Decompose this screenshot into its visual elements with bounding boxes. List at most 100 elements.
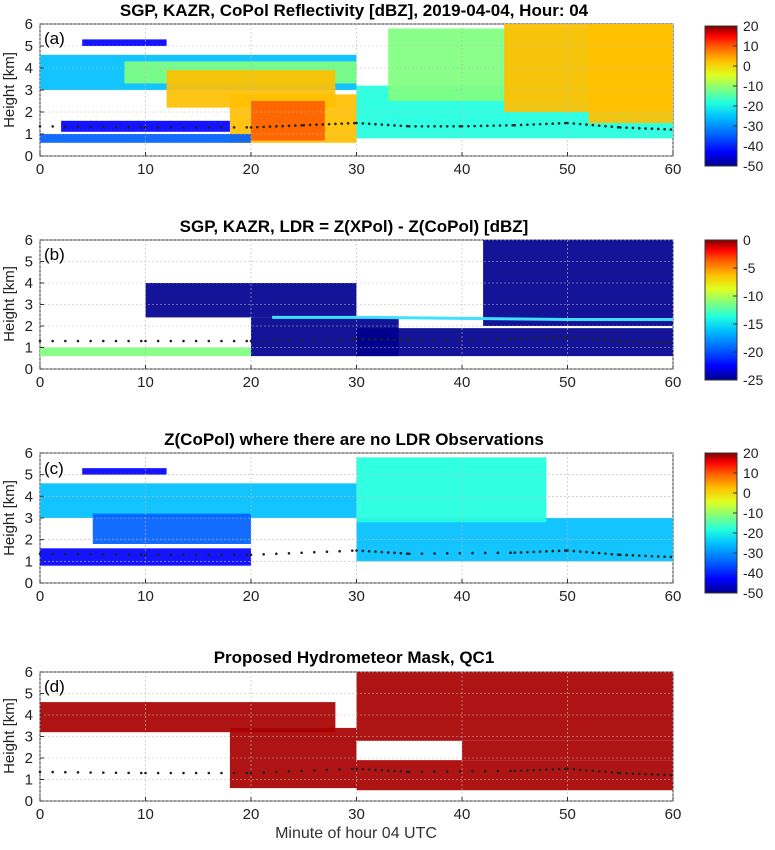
y-tick-label: 6: [25, 445, 33, 462]
ceilometer-dot: [139, 126, 143, 129]
panel-a-ceilometer-dots: [38, 121, 673, 131]
panel-c-label: (c): [44, 459, 64, 478]
melting-layer-line: [272, 315, 673, 322]
y-tick-label: 5: [25, 686, 33, 703]
heatmap-region-4: [251, 101, 325, 141]
ceilometer-dot: [275, 770, 278, 774]
ceilometer-dot: [526, 337, 529, 340]
ceilometer-dot: [102, 553, 105, 556]
ceilometer-dot: [618, 126, 622, 129]
ceilometer-dot: [496, 337, 500, 341]
ceilometer-dot: [407, 552, 411, 556]
colorbar-tick-label: -10: [743, 78, 763, 94]
ceilometer-dot: [51, 770, 54, 774]
heatmap-region-0: [40, 702, 336, 733]
ceilometer-dot: [361, 337, 365, 341]
ceilometer-dot: [144, 126, 147, 129]
ceilometer-dot: [526, 550, 529, 554]
ceilometer-dot: [604, 124, 607, 128]
heatmap-region-5: [82, 468, 167, 475]
ceilometer-dot: [650, 341, 654, 344]
ceilometer-dot: [207, 553, 211, 557]
ceilometer-dot: [564, 767, 567, 771]
y-tick-label: 1: [25, 126, 33, 143]
ceilometer-dot: [656, 773, 660, 776]
ceilometer-dot: [294, 124, 297, 127]
ceilometer-dot: [64, 339, 67, 343]
y-tick-label: 5: [25, 254, 33, 271]
ceilometer-dot: [566, 767, 569, 771]
panel-d-label: (d): [44, 677, 65, 696]
ceilometer-dot: [313, 338, 316, 342]
panel-a-ylabel: Height [km]: [1, 52, 18, 128]
ceilometer-dot: [380, 338, 384, 341]
ceilometer-dot: [139, 553, 143, 557]
ceilometer-dot: [458, 338, 462, 341]
ceilometer-dot: [591, 123, 595, 127]
ceilometer-dot: [144, 339, 147, 343]
ceilometer-dot: [249, 771, 253, 775]
ceilometer-dot: [663, 555, 666, 558]
x-tick-label: 30: [348, 588, 365, 605]
ceilometer-dot: [393, 551, 396, 555]
heatmap-region-2: [356, 328, 673, 357]
ceilometer-dot: [496, 551, 500, 555]
ceilometer-dot: [102, 125, 105, 129]
ceilometer-dot: [340, 122, 344, 125]
ceilometer-dot: [526, 769, 529, 772]
ceilometer-dot: [445, 552, 449, 555]
ceilometer-dot: [245, 553, 249, 557]
ceilometer-dot: [249, 553, 253, 557]
ceilometer-dot: [350, 767, 354, 771]
ceilometer-dot: [245, 339, 249, 343]
colorbar-tick-label: -40: [743, 565, 763, 581]
y-tick-label: 3: [25, 510, 33, 527]
ceilometer-dot: [76, 339, 80, 343]
ceilometer-dot: [380, 550, 384, 554]
heatmap-region-0: [40, 483, 357, 518]
ceilometer-dot: [114, 125, 118, 129]
ceilometer-dot: [76, 125, 80, 128]
panel-b-colorbar-ticks: 0 -5 -10 -15 -20 -25: [733, 232, 763, 388]
ceilometer-dot: [353, 121, 356, 125]
ceilometer-dot: [585, 123, 588, 126]
ceilometer-dot: [232, 339, 236, 343]
ceilometer-dot: [483, 551, 487, 555]
ceilometer-dot: [656, 127, 660, 131]
ceilometer-dot: [656, 341, 660, 344]
ceilometer-dot: [256, 125, 259, 129]
colorbar-tick-label: -15: [743, 316, 763, 332]
colorbar-tick-label: -20: [743, 344, 763, 360]
ceilometer-dot: [380, 123, 384, 126]
y-tick-label: 3: [25, 729, 33, 746]
ceilometer-dot: [513, 769, 517, 773]
ceilometer-dot: [315, 123, 318, 126]
panel-c-yticks: 0 1 2 3 4 5 6: [25, 445, 44, 592]
ceilometer-dot: [393, 338, 396, 341]
ceilometer-dot: [51, 125, 54, 128]
ceilometer-dot: [367, 337, 371, 341]
ceilometer-dot: [89, 552, 92, 556]
ceilometer-dot: [557, 549, 561, 553]
ceilometer-dot: [300, 123, 303, 127]
ceilometer-dot: [564, 121, 567, 125]
x-tick-label: 50: [559, 588, 576, 605]
ceilometer-dot: [386, 338, 390, 341]
ceilometer-dot: [38, 125, 42, 128]
x-tick-label: 50: [559, 161, 576, 178]
x-tick-label: 40: [454, 588, 471, 605]
y-tick-label: 4: [25, 60, 33, 77]
ceilometer-dot: [268, 125, 272, 128]
x-tick-label: 60: [665, 374, 682, 391]
y-tick-label: 0: [25, 793, 33, 810]
ceilometer-dot: [433, 770, 436, 774]
ceilometer-dot: [380, 768, 384, 772]
ceilometer-dot: [519, 123, 523, 127]
ceilometer-dot: [386, 769, 390, 772]
ceilometer-dot: [656, 555, 660, 558]
ceilometer-dot: [644, 554, 647, 558]
ceilometer-dot: [631, 772, 635, 775]
x-tick-label: 20: [243, 588, 260, 605]
ceilometer-dot: [367, 122, 371, 126]
